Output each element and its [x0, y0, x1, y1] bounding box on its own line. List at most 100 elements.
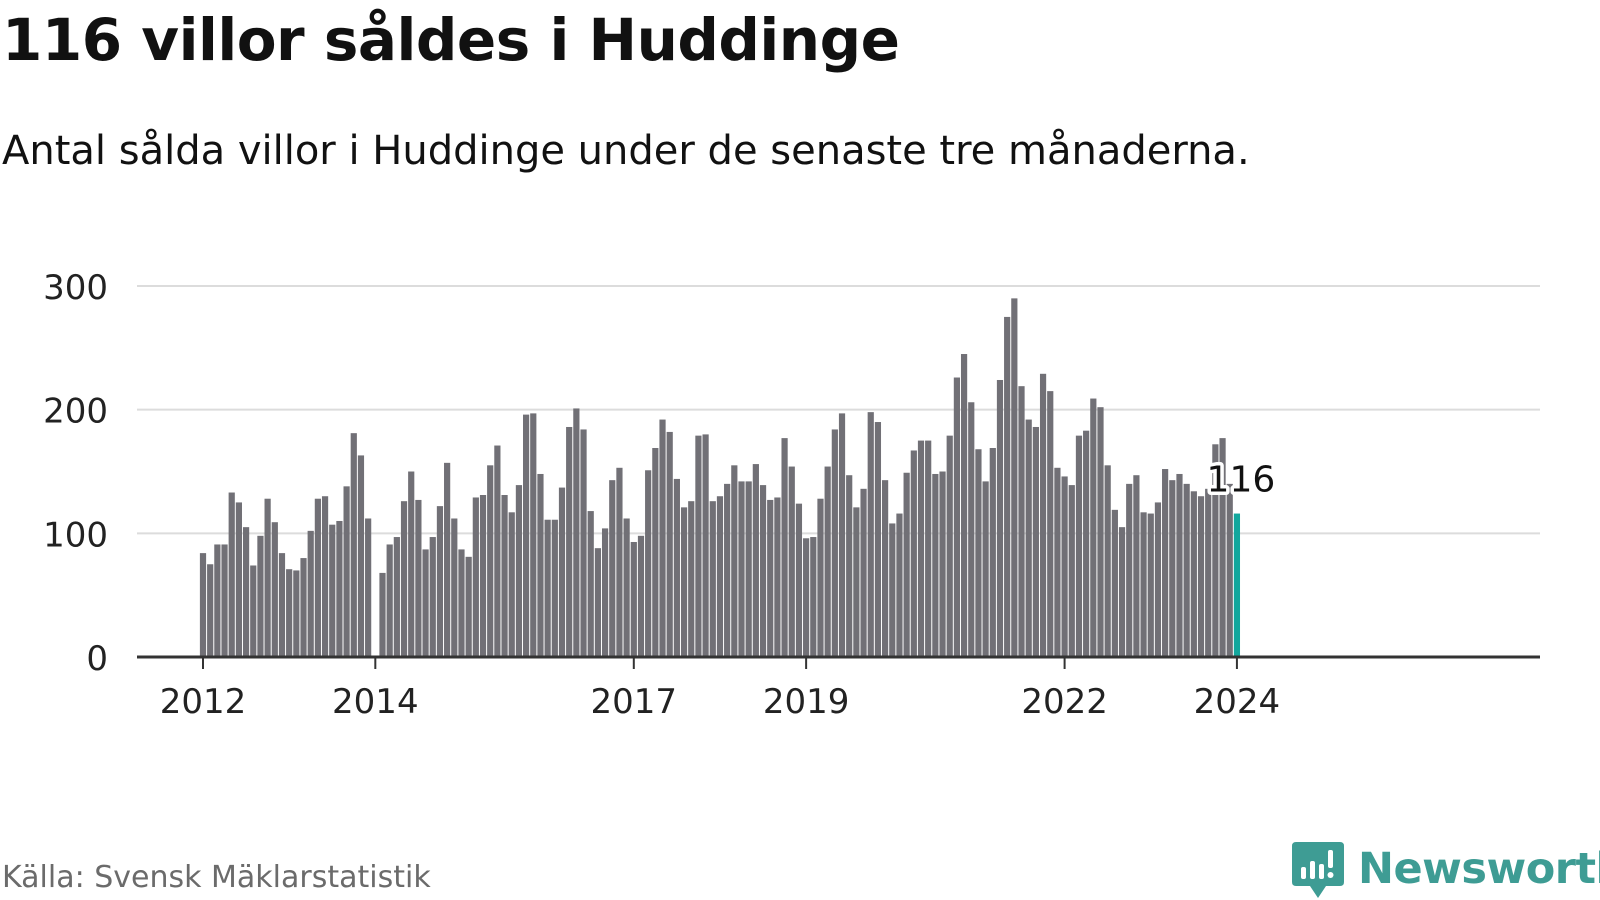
bar [530, 413, 537, 657]
x-tick-label: 2017 [591, 682, 678, 722]
bar [343, 486, 350, 657]
bar [925, 440, 932, 657]
bar [731, 465, 738, 657]
bar [558, 487, 566, 657]
newsworthy-logo-icon [1292, 842, 1344, 898]
value-annotation-halo: 116 [1207, 460, 1276, 501]
bar [307, 530, 314, 657]
bar [487, 465, 494, 657]
bar [1111, 509, 1118, 657]
bar [1097, 407, 1104, 657]
bar [666, 431, 673, 657]
bar [702, 434, 709, 657]
bar [817, 498, 824, 657]
bar [645, 470, 652, 657]
chart-subtitle: Antal sålda villor i Huddinge under de s… [2, 128, 1250, 174]
bar [329, 524, 336, 657]
bar [846, 475, 853, 657]
bar [400, 501, 408, 657]
bar [896, 513, 903, 657]
bar [537, 473, 544, 657]
bar [903, 472, 910, 657]
bar [781, 438, 788, 657]
x-tick-label: 2012 [160, 682, 247, 722]
bar [968, 402, 975, 657]
bar [508, 512, 515, 657]
bar [910, 450, 917, 657]
bar [1068, 485, 1075, 657]
bar [989, 448, 996, 657]
bar [695, 435, 702, 657]
bar [1140, 512, 1147, 657]
bar [882, 480, 889, 657]
bar [566, 426, 573, 657]
bar [264, 498, 271, 657]
bar [501, 495, 508, 657]
bar [544, 519, 551, 657]
bar [551, 519, 558, 657]
bar [458, 549, 465, 657]
bar [293, 570, 300, 657]
bar [1162, 469, 1169, 657]
source-note: Källa: Svensk Mäklarstatistik [2, 860, 431, 895]
bar [523, 414, 530, 657]
bar [408, 471, 415, 657]
bar [1090, 398, 1097, 657]
bar [1039, 373, 1047, 657]
bar [803, 538, 810, 657]
bar [1032, 426, 1039, 657]
bar [623, 518, 630, 657]
highlighted-bar [1233, 513, 1241, 657]
bar [795, 503, 803, 657]
bar [1054, 467, 1061, 657]
bar [1047, 391, 1054, 657]
bar [1176, 473, 1183, 657]
bar [609, 480, 616, 657]
bar [429, 537, 436, 657]
bar [1169, 480, 1176, 657]
bar [932, 473, 939, 657]
bar [824, 466, 831, 657]
bar [688, 501, 695, 657]
bar [752, 464, 759, 657]
bar [242, 527, 250, 657]
bar [939, 471, 946, 657]
bar [350, 433, 357, 657]
bar [946, 435, 953, 657]
bar [810, 537, 817, 657]
bar [214, 544, 221, 657]
newsworthy-logo-text: Newsworthy [1358, 844, 1600, 894]
bar [853, 507, 860, 657]
x-tick-label: 2024 [1194, 682, 1281, 722]
bar [573, 408, 580, 657]
bar [831, 429, 838, 657]
bar [1190, 491, 1197, 657]
y-tick-label: 300 [43, 268, 108, 308]
bar [415, 499, 422, 657]
chart-title: 116 villor såldes i Huddinge [2, 6, 900, 74]
bar [515, 485, 523, 657]
bar [1118, 527, 1126, 657]
bar [889, 523, 896, 657]
bar [321, 496, 329, 657]
bar [257, 535, 264, 657]
bar [479, 495, 487, 657]
bar [1183, 483, 1190, 657]
x-tick-label: 2022 [1021, 682, 1108, 722]
bar [630, 541, 637, 657]
bar [867, 412, 874, 657]
bar [1083, 430, 1090, 657]
bar [1025, 419, 1032, 657]
bar [1147, 513, 1154, 657]
bar [709, 501, 716, 657]
bar [465, 556, 472, 657]
bar [472, 497, 479, 657]
bar [221, 544, 228, 657]
x-tick-label: 2019 [763, 682, 850, 722]
bar [1197, 496, 1205, 657]
bar [1219, 438, 1226, 657]
bar [917, 440, 925, 657]
bar [953, 377, 960, 657]
bar [1075, 435, 1083, 657]
bar [1205, 488, 1212, 657]
